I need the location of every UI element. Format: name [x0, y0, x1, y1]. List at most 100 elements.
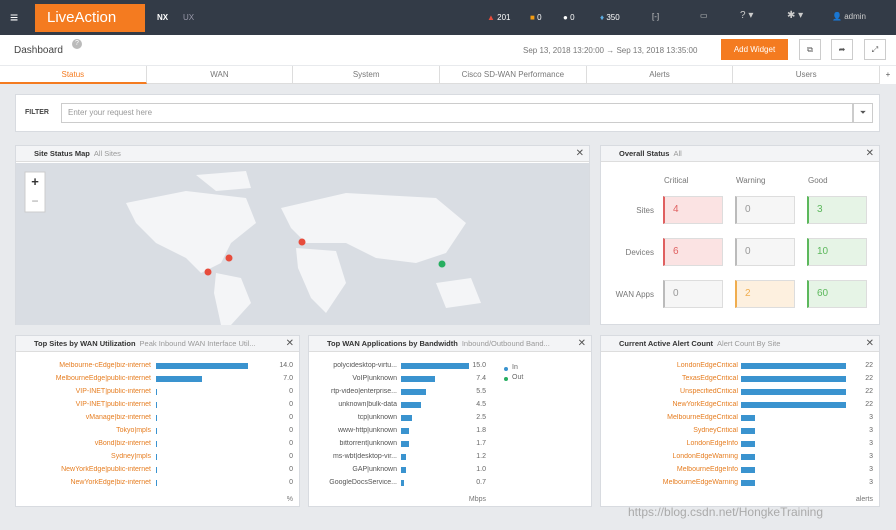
tab[interactable]: WAN — [146, 66, 294, 84]
help-icon[interactable]: ? ▾ — [740, 10, 754, 21]
site-marker — [298, 238, 306, 246]
nav-item[interactable]: UX — [183, 13, 195, 22]
bar-value: 0 — [289, 427, 293, 434]
user[interactable]: 👤 admin — [832, 12, 866, 21]
bar-label: NewYorkEdgeCritical — [672, 401, 739, 408]
filter-input[interactable]: Enter your request here — [61, 103, 853, 123]
help-icon[interactable]: ? — [72, 39, 82, 49]
widget-title: Top WAN Applications by Bandwidth — [327, 339, 458, 348]
add-tab[interactable]: + — [880, 66, 896, 84]
bar — [156, 454, 157, 460]
settings-icon[interactable]: ✱ ▾ — [787, 10, 804, 21]
bar — [401, 415, 413, 421]
add-widget-button[interactable]: Add Widget — [721, 39, 788, 60]
tab[interactable]: Cisco SD-WAN Performance — [440, 66, 587, 84]
tab[interactable]: Status — [0, 66, 147, 84]
stat[interactable]: ■ 0 — [530, 13, 542, 22]
time-range[interactable]: Sep 13, 2018 13:20:00 → Sep 13, 2018 13:… — [523, 46, 697, 55]
status-cell[interactable]: 3 — [807, 196, 867, 224]
icon[interactable]: ▭ — [700, 11, 708, 20]
icon[interactable]: [-] — [652, 12, 660, 21]
bar-value: 1.0 — [476, 466, 486, 473]
bar — [401, 402, 422, 408]
bar-label: VIP-INET|public-internet — [75, 388, 151, 395]
zoom-out[interactable]: − — [31, 194, 38, 208]
status-cell[interactable]: 4 — [663, 196, 723, 224]
map: + − — [16, 163, 589, 325]
stat[interactable]: ● 0 — [563, 13, 575, 22]
bar — [156, 402, 157, 408]
stat-value: 201 — [497, 13, 511, 22]
site-marker — [438, 260, 446, 268]
bar-label: MelbourneEdgeCritical — [667, 414, 738, 421]
widget-subtitle: All — [673, 149, 682, 158]
row-label: Sites — [636, 206, 654, 215]
icon-button[interactable]: ⧉ — [799, 39, 821, 60]
status-cell[interactable]: 60 — [807, 280, 867, 308]
bar-label: GAP|unknown — [352, 466, 397, 473]
tab[interactable]: System — [293, 66, 440, 84]
legend-swatch — [504, 377, 508, 381]
nav-item[interactable]: NX — [157, 13, 169, 22]
bar-label: vBond|biz-internet — [94, 440, 151, 447]
bar — [401, 389, 426, 395]
close[interactable]: ✕ — [285, 338, 294, 349]
filter-icon[interactable]: ⏷ — [853, 103, 873, 123]
bar — [156, 415, 157, 421]
stat[interactable]: ♦ 350 — [600, 13, 620, 22]
zoom-control[interactable] — [24, 171, 46, 213]
status-cell[interactable]: 10 — [807, 238, 867, 266]
site-marker — [225, 254, 233, 262]
bar-value: 1.7 — [476, 440, 486, 447]
bar-value: 0 — [289, 388, 293, 395]
close[interactable]: ✕ — [575, 148, 584, 159]
bar — [741, 467, 756, 473]
top-bar: ≡ LiveAction NX UX ▲ 201 ■ 0 ● 0 ♦ 350 [… — [0, 0, 896, 35]
unit-label: Mbps — [468, 496, 486, 503]
status-cell[interactable]: 0 — [663, 280, 723, 308]
map-widget: Site Status Map All Sites ✕ + − — [15, 145, 590, 325]
bar-value: 3 — [869, 453, 873, 460]
widget-title: Site Status Map — [34, 149, 90, 158]
bar — [741, 415, 756, 421]
icon-button[interactable]: ⤢ — [864, 39, 886, 60]
bar-label: TexasEdgeCritical — [681, 375, 738, 382]
bar — [741, 389, 846, 395]
tab[interactable]: Alerts — [586, 66, 734, 84]
close[interactable]: ✕ — [577, 338, 586, 349]
zoom-in[interactable]: + — [31, 174, 39, 189]
icon-button[interactable]: ➦ — [831, 39, 853, 60]
stat[interactable]: ▲ 201 — [487, 13, 511, 22]
status-cell[interactable]: 6 — [663, 238, 723, 266]
bar-label: polycidesktop-virtu... — [333, 362, 397, 369]
widget-title: Overall Status — [619, 149, 670, 158]
site-marker — [204, 268, 212, 276]
status-cell[interactable]: 2 — [735, 280, 795, 308]
bar-value: 1.8 — [476, 427, 486, 434]
bar-label: ms-wbt|desktop-vir... — [332, 453, 397, 460]
bar — [741, 402, 846, 408]
legend-entry: Out — [512, 374, 524, 381]
menu-icon[interactable]: ≡ — [10, 9, 19, 25]
tab[interactable]: Users — [733, 66, 880, 84]
bar-label: unknown|bulk-data — [338, 401, 397, 408]
brand: LiveAction — [35, 4, 145, 32]
status-cell[interactable]: 0 — [735, 238, 795, 266]
bar-label: NewYorkEdge|biz-internet — [70, 479, 151, 486]
bar-label: Melbourne-cEdge|biz-internet — [59, 362, 151, 369]
bar-value: 0 — [289, 466, 293, 473]
widget-subtitle: Peak Inbound WAN Interface Util... — [139, 339, 256, 348]
bar-label: SydneyCritical — [693, 427, 738, 434]
close[interactable]: ✕ — [865, 148, 874, 159]
status-cell[interactable]: 0 — [735, 196, 795, 224]
apps-widget: Top WAN Applications by Bandwidth Inbound… — [308, 335, 592, 507]
widget-title: Top Sites by WAN Utilization — [34, 339, 136, 348]
bar-label: MelbourneEdge|public-internet — [55, 375, 151, 382]
legend-entry: In — [512, 364, 518, 371]
close[interactable]: ✕ — [865, 338, 874, 349]
bar-value: 0 — [289, 414, 293, 421]
stat-value: 350 — [606, 13, 620, 22]
bar-label: VIP-INET|public-internet — [75, 401, 151, 408]
bar-label: LondonEdgeInfo — [686, 440, 738, 447]
